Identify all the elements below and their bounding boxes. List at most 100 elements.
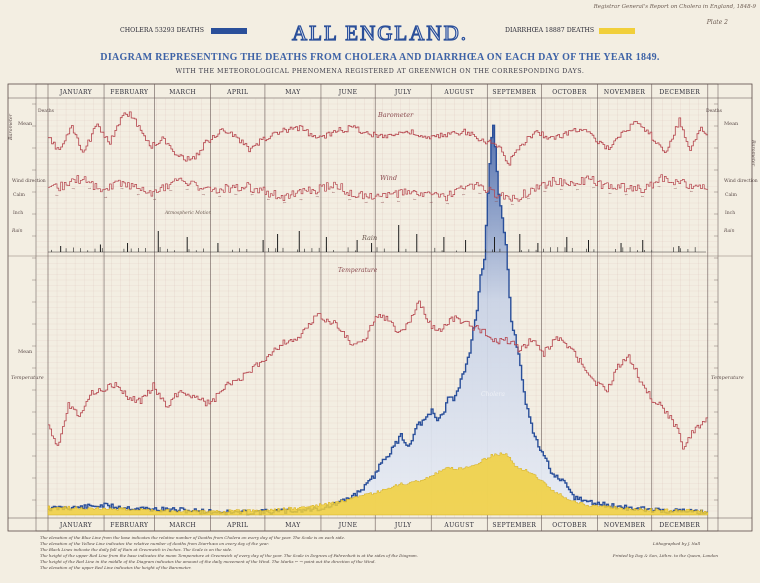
mean-barometer-left: Mean [18,121,33,127]
temperature-line [48,300,708,450]
note-5: The height of the Red Line in the middle… [40,559,376,564]
wind-direction-right: Wind direction [724,178,758,184]
cholera-line [48,124,708,516]
mean-barometer-right: Mean [724,121,739,127]
calm-right: Calm [725,192,738,198]
right-temperature-label: Temperature [711,375,744,381]
wind-direction-mark: ← [543,189,547,194]
series-layer: ← → → → → ← → ← → → → ← ← ← ← → → ← ← → → ← ← → → ← ← → ← ← ← ← ← ← ← ← ← → → ← [47,111,709,516]
wind-direction-mark: → [88,186,92,191]
month-label: JUNE [338,522,358,529]
wind-direction-mark: ← [511,202,515,207]
imprint-line-1: Lithographed by J. Nall [652,541,701,546]
legend-cholera-label: CHOLERA 53293 DEATHS [120,27,204,34]
month-label: MARCH [169,89,196,96]
wind-direction-mark: → [316,194,320,199]
side-scales [32,103,718,501]
atmospheric-motion-label: Atmospheric Motion [164,210,212,216]
month-label: DECEMBER [659,89,700,96]
month-label: OCTOBER [552,89,587,96]
month-header-top: JANUARY FEBRUARY MARCH APRIL MAY JUNE JULY AUGU… [59,89,700,96]
inch-left: Inch [13,210,23,216]
deaths-left: Deaths [38,108,55,114]
inner-border [35,83,719,532]
month-label: JANUARY [59,89,93,96]
month-label: NOVEMBER [604,522,646,529]
deaths-right: Deaths [706,108,723,114]
note-2: The elevation of the Yellow Line indicat… [40,541,269,546]
month-label: FEBRUARY [110,522,149,529]
left-barometer-label: Barometer [8,113,14,141]
wind-direction-mark: → [446,201,450,206]
wind-direction-mark: ← [608,190,612,195]
page-subtitle: DIAGRAM REPRESENTING THE DEATHS FROM CHO… [100,52,660,63]
inch-right: Inch [725,210,735,216]
rain-unit-right: Rain [723,228,735,234]
rain-label: Rain [361,234,377,242]
calm-left: Calm [13,192,26,198]
legend-cholera-swatch [211,28,247,34]
left-temperature-label: Temperature [11,375,44,381]
wind-direction-mark: ← [348,197,352,202]
wind-direction-mark: ← [592,185,596,190]
month-label: SEPTEMBER [492,89,536,96]
barometer-line [48,111,708,166]
month-label: SEPTEMBER [492,522,536,529]
wind-direction-mark: ← [267,196,271,201]
wind-direction-mark: ← [462,192,466,197]
wind-direction-mark: ← [641,194,645,199]
wind-direction-mark: ← [283,200,287,205]
right-barometer-label: Barometer [750,139,756,167]
wind-direction-mark: → [153,197,157,202]
wind-direction-mark: ← [250,192,254,197]
month-label: AUGUST [443,89,474,96]
note-3: The Black Lines indicate the daily fall … [40,547,232,552]
note-4: The height of the upper Red Line from th… [40,553,418,558]
month-label: FEBRUARY [110,89,149,96]
wind-direction-mark: → [673,185,677,190]
note-6: The elevation of the upper Red Line indi… [40,565,192,570]
page-title: ALL ENGLAND. [292,21,468,45]
month-label: JULY [394,522,412,529]
wind-direction-mark: ← [332,190,336,195]
wind-direction-mark: ← [413,196,417,201]
plot-frame [7,83,753,532]
wind-direction-mark: → [364,199,368,204]
mean-temperature-left: Mean [18,349,33,355]
month-label: JUNE [338,89,358,96]
diarrhoea-area [47,452,709,516]
wind-direction-mark: ← [478,190,482,195]
wind-direction-left: Wind direction [12,178,46,184]
wind-direction-mark: ← [55,192,59,197]
barometer-label: Barometer [377,111,414,119]
wind-direction-mark: ← [169,188,173,193]
report-reference: Registrar General's Report on Cholera in… [593,4,757,10]
month-label: JULY [394,89,412,96]
legend-diarrhoea-label: DIARRHŒA 18887 DEATHS [505,27,594,34]
grid [36,84,718,531]
plate-number: Plate 2 [706,19,728,26]
month-label: DECEMBER [659,522,700,529]
wind-direction-mark: ← [690,188,694,193]
wind-label: Wind [380,174,397,182]
wind-direction-mark: ← [137,192,141,197]
rain-unit-left: Rain [11,228,23,234]
month-label: AUGUST [443,522,474,529]
wind-direction-mark: → [120,186,124,191]
month-label: JANUARY [59,522,93,529]
wind-direction-mark: ← [397,198,401,203]
page-subsubtitle: WITH THE METEOROLOGICAL PHENOMENA REGIST… [176,68,585,75]
wind-direction-mark: → [185,186,189,191]
wind-direction-mark: ← [560,187,564,192]
wind-direction-mark: ← [576,187,580,192]
wind-direction-mark: ← [234,191,238,196]
month-label: APRIL [226,522,248,529]
explanatory-notes: The elevation of the Blue Line from the … [40,535,418,570]
temperature-label: Temperature [338,267,378,274]
wind-direction-mark: → [381,200,385,205]
legend: CHOLERA 53293 DEATHS DIARRHŒA 18887 DEAT… [120,27,635,34]
wind-direction-mark: → [218,194,222,199]
wind-direction-mark: → [104,194,108,199]
